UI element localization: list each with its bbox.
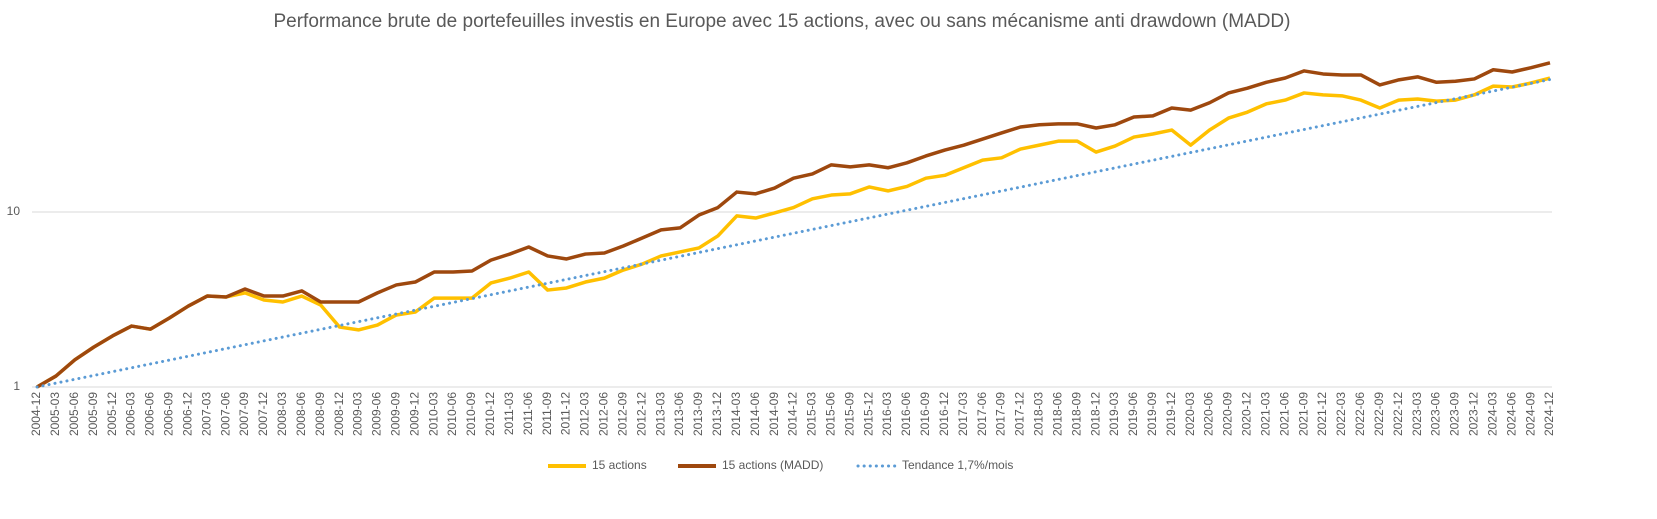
legend-label: 15 actions (MADD) [722,458,823,472]
x-tick-label: 2017-09 [994,392,1008,436]
x-tick-label: 2017-06 [975,392,989,436]
x-tick-label: 2019-12 [1164,392,1178,436]
y-tick-label: 10 [7,204,21,218]
x-tick-label: 2005-06 [67,392,81,436]
x-tick-label: 2017-03 [956,392,970,436]
series-line [36,61,1551,389]
x-tick-label: 2024-03 [1485,392,1499,436]
x-tick-label: 2021-09 [1296,392,1310,436]
x-tick-label: 2018-06 [1050,392,1064,436]
x-tick-label: 2020-06 [1202,392,1216,436]
x-tick-label: 2023-12 [1467,392,1481,436]
x-tick-label: 2020-03 [1183,392,1197,436]
x-tick-label: 2023-03 [1410,392,1424,436]
x-tick-label: 2016-03 [880,392,894,436]
x-tick-label: 2010-12 [483,392,497,436]
x-tick-label: 2015-09 [842,392,856,436]
x-tick-label: 2012-03 [578,392,592,436]
x-tick-label: 2006-12 [180,392,194,436]
x-tick-label: 2021-06 [1277,392,1291,436]
x-tick-label: 2005-03 [48,392,62,436]
x-tick-label: 2020-12 [1240,392,1254,436]
x-tick-label: 2010-03 [426,392,440,436]
x-tick-label: 2014-06 [748,392,762,436]
x-tick-label: 2015-12 [861,392,875,436]
x-tick-label: 2007-03 [199,392,213,436]
x-tick-label: 2018-09 [1069,392,1083,436]
x-tick-label: 2008-09 [313,392,327,436]
x-tick-label: 2024-12 [1542,392,1556,436]
x-tick-label: 2012-06 [597,392,611,436]
x-tick-label: 2018-12 [1088,392,1102,436]
x-tick-label: 2010-06 [445,392,459,436]
x-tick-label: 2019-03 [1107,392,1121,436]
x-tick-label: 2011-03 [502,392,516,435]
x-tick-label: 2004-12 [29,392,43,436]
x-tick-label: 2016-06 [899,392,913,436]
x-tick-label: 2015-03 [805,392,819,436]
x-tick-label: 2024-06 [1504,392,1518,436]
x-tick-label: 2016-09 [918,392,932,436]
x-tick-label: 2009-12 [407,392,421,436]
x-tick-label: 2012-12 [634,392,648,436]
x-tick-label: 2012-09 [615,392,629,436]
x-tick-label: 2009-06 [370,392,384,436]
x-tick-label: 2022-06 [1353,392,1367,436]
x-tick-label: 2013-09 [691,392,705,436]
x-tick-label: 2014-03 [729,392,743,436]
x-tick-label: 2019-06 [1126,392,1140,436]
x-tick-label: 2014-09 [767,392,781,436]
x-tick-label: 2021-12 [1315,392,1329,436]
x-tick-label: 2008-12 [332,392,346,436]
legend-label: 15 actions [592,458,647,472]
x-tick-label: 2010-09 [464,392,478,436]
x-tick-label: 2011-06 [521,392,535,435]
x-tick-label: 2020-09 [1221,392,1235,436]
x-tick-label: 2023-06 [1429,392,1443,436]
x-tick-label: 2008-03 [275,392,289,436]
x-tick-label: 2019-09 [1145,392,1159,436]
x-tick-label: 2014-12 [786,392,800,436]
x-tick-label: 2022-12 [1391,392,1405,436]
y-tick-label: 1 [13,379,20,393]
x-tick-label: 2009-03 [351,392,365,436]
x-tick-label: 2016-12 [937,392,951,436]
legend-label: Tendance 1,7%/mois [902,458,1013,472]
x-tick-label: 2018-03 [1032,392,1046,436]
x-tick-label: 2006-03 [124,392,138,436]
x-tick-label: 2013-03 [653,392,667,436]
x-tick-label: 2009-09 [389,392,403,436]
x-tick-label: 2007-06 [218,392,232,436]
series-line [36,76,1551,389]
x-tick-label: 2022-03 [1334,392,1348,436]
x-tick-label: 2011-09 [540,392,554,435]
x-tick-label: 2006-09 [162,392,176,436]
x-tick-label: 2017-12 [1013,392,1027,436]
x-tick-label: 2022-09 [1372,392,1386,436]
x-tick-label: 2013-06 [672,392,686,436]
x-tick-label: 2008-06 [294,392,308,436]
x-tick-label: 2023-09 [1448,392,1462,436]
series-line [35,78,1552,389]
x-tick-label: 2006-06 [143,392,157,436]
x-tick-label: 2021-03 [1258,392,1272,436]
x-tick-label: 2024-09 [1523,392,1537,436]
x-tick-label: 2005-12 [105,392,119,436]
x-tick-label: 2011-12 [559,392,573,435]
x-tick-label: 2007-09 [237,392,251,436]
x-tick-label: 2015-06 [823,392,837,436]
x-tick-label: 2005-09 [86,392,100,436]
x-tick-label: 2007-12 [256,392,270,436]
x-tick-label: 2013-12 [710,392,724,436]
chart-title: Performance brute de portefeuilles inves… [273,11,1290,32]
